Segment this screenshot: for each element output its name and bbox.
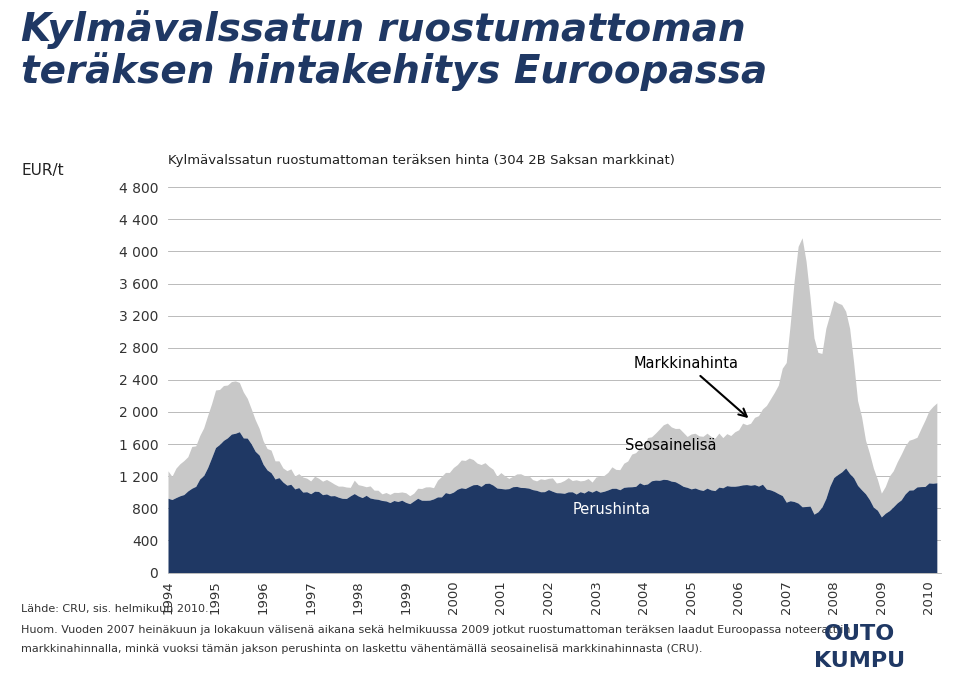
- Text: Lähde: CRU, sis. helmikuun 2010.: Lähde: CRU, sis. helmikuun 2010.: [21, 604, 208, 613]
- Text: teräksen hintakehitys Euroopassa: teräksen hintakehitys Euroopassa: [21, 52, 767, 91]
- Text: EUR/t: EUR/t: [21, 163, 63, 178]
- Text: Kylmävalssatun ruostumattoman teräksen hinta (304 2B Saksan markkinat): Kylmävalssatun ruostumattoman teräksen h…: [168, 154, 675, 167]
- Text: markkinahinnalla, minkä vuoksi tämän jakson perushinta on laskettu vähentämällä : markkinahinnalla, minkä vuoksi tämän jak…: [21, 644, 703, 654]
- Text: Kylmävalssatun ruostumattoman: Kylmävalssatun ruostumattoman: [21, 10, 746, 49]
- Text: KUMPU: KUMPU: [814, 652, 904, 671]
- Text: OUTO: OUTO: [824, 624, 895, 643]
- Text: Perushinta: Perushinta: [572, 502, 650, 518]
- Text: Markkinahinta: Markkinahinta: [634, 356, 747, 416]
- Text: Huom. Vuoden 2007 heinäkuun ja lokakuun välisenä aikana sekä helmikuussa 2009 jo: Huom. Vuoden 2007 heinäkuun ja lokakuun …: [21, 625, 851, 634]
- Text: Seosainelisä: Seosainelisä: [625, 438, 716, 453]
